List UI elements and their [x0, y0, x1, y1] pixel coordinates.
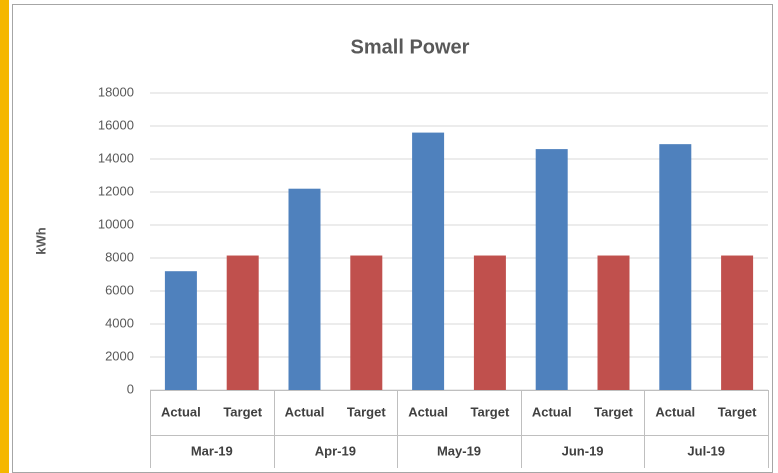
bar	[473, 255, 506, 390]
x-sub-label: Target	[223, 404, 262, 419]
chart-frame	[12, 4, 773, 473]
y-tick-label: 4000	[105, 315, 134, 330]
y-tick-label: 2000	[105, 348, 134, 363]
y-tick-label: 14000	[98, 150, 134, 165]
bar	[350, 255, 383, 390]
x-sub-label: Actual	[285, 404, 325, 419]
bar	[288, 188, 321, 390]
y-tick-label: 0	[127, 381, 134, 396]
x-tick-label: Jul-19	[687, 443, 725, 458]
chart-title: Small Power	[351, 36, 470, 58]
x-sub-label: Target	[471, 404, 510, 419]
bar	[721, 255, 754, 390]
x-tick-label: Jun-19	[562, 443, 604, 458]
y-tick-label: 6000	[105, 282, 134, 297]
x-sub-label: Target	[718, 404, 757, 419]
x-sub-label: Target	[347, 404, 386, 419]
x-sub-label: Actual	[655, 404, 695, 419]
bar	[164, 271, 197, 390]
y-tick-label: 18000	[98, 84, 134, 99]
x-tick-label: Mar-19	[191, 443, 233, 458]
y-tick-label: 10000	[98, 216, 134, 231]
y-tick-label: 8000	[105, 249, 134, 264]
y-tick-label: 16000	[98, 117, 134, 132]
side-strip	[0, 0, 9, 473]
x-sub-label: Actual	[408, 404, 448, 419]
x-sub-label: Actual	[161, 404, 201, 419]
bar	[226, 255, 259, 390]
y-axis-label: kWh	[33, 227, 48, 255]
bar	[535, 149, 568, 390]
y-tick-label: 12000	[98, 183, 134, 198]
x-tick-label: May-19	[437, 443, 481, 458]
bar	[412, 132, 445, 390]
bar	[659, 144, 692, 390]
x-tick-label: Apr-19	[315, 443, 356, 458]
x-sub-label: Target	[594, 404, 633, 419]
bar	[597, 255, 630, 390]
x-sub-label: Actual	[532, 404, 572, 419]
